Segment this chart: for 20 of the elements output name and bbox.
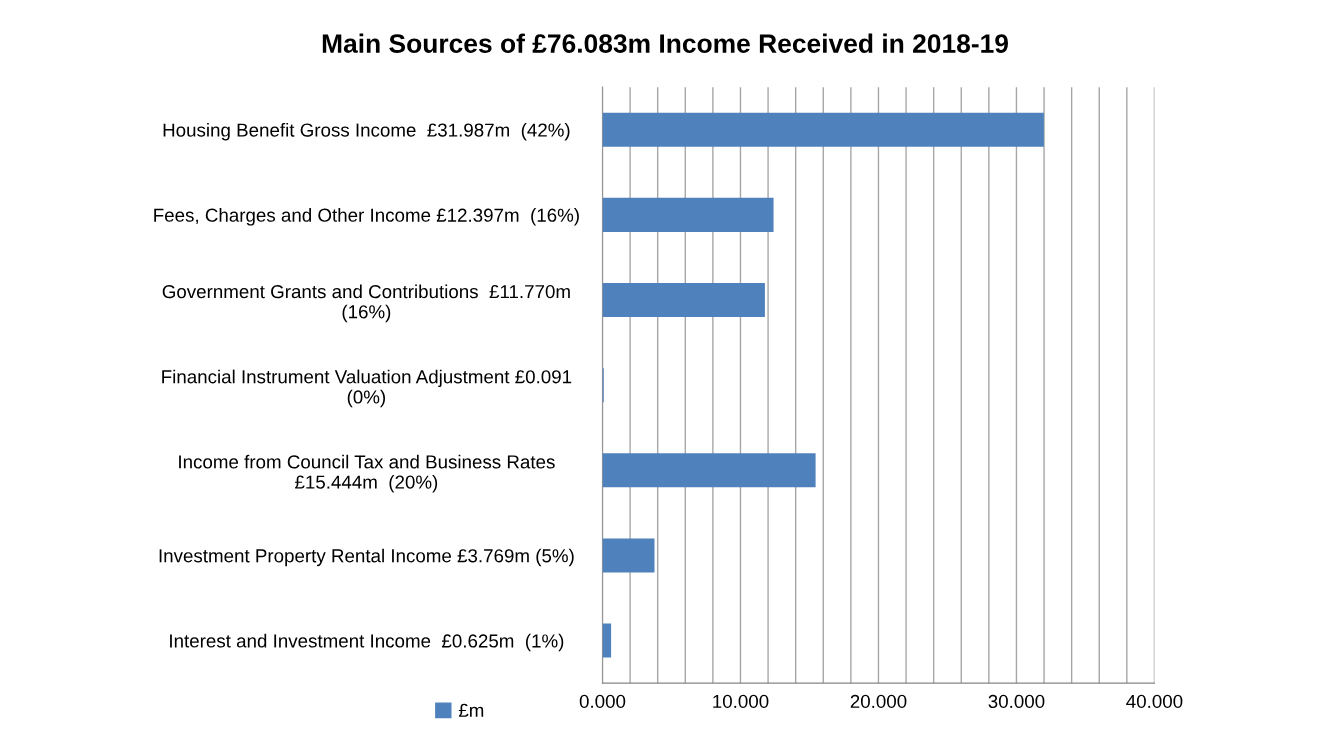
bar (602, 538, 655, 573)
y-tick-label: Interest and Investment Income £0.625m (1%) (170, 633, 564, 652)
bar (602, 453, 816, 488)
bar (602, 197, 774, 232)
x-tick-label: 40.000 (1126, 694, 1183, 709)
x-tick-label: 10.000 (713, 694, 769, 709)
chart-title: Main Sources of £76.083m Income Received in 2018-19 (322, 33, 1008, 53)
x-tick-label: 0.000 (579, 694, 626, 709)
y-tick-label: Government Grants and Contributions £11.770m (16%) (162, 284, 570, 323)
legend-label: £m (458, 703, 484, 717)
bar (602, 112, 1044, 147)
y-tick-label: Investment Property Rental Income £3.769m (5%) (159, 548, 574, 567)
bar (602, 282, 765, 318)
y-tick-label: Financial Instrument Valuation Adjustment £0.091 (0%) (162, 369, 572, 408)
x-tick-label: 30.000 (988, 694, 1045, 709)
y-tick-label: Housing Benefit Gross Income £31.987m (42%) (163, 122, 570, 141)
bar (602, 623, 612, 658)
y-tick-label: Income from Council Tax and Business Rates £15.444m (20%) (179, 454, 555, 493)
y-tick-label: Fees, Charges and Other Income £12.397m (16%) (154, 208, 579, 226)
x-tick-label: 20.000 (850, 694, 907, 709)
